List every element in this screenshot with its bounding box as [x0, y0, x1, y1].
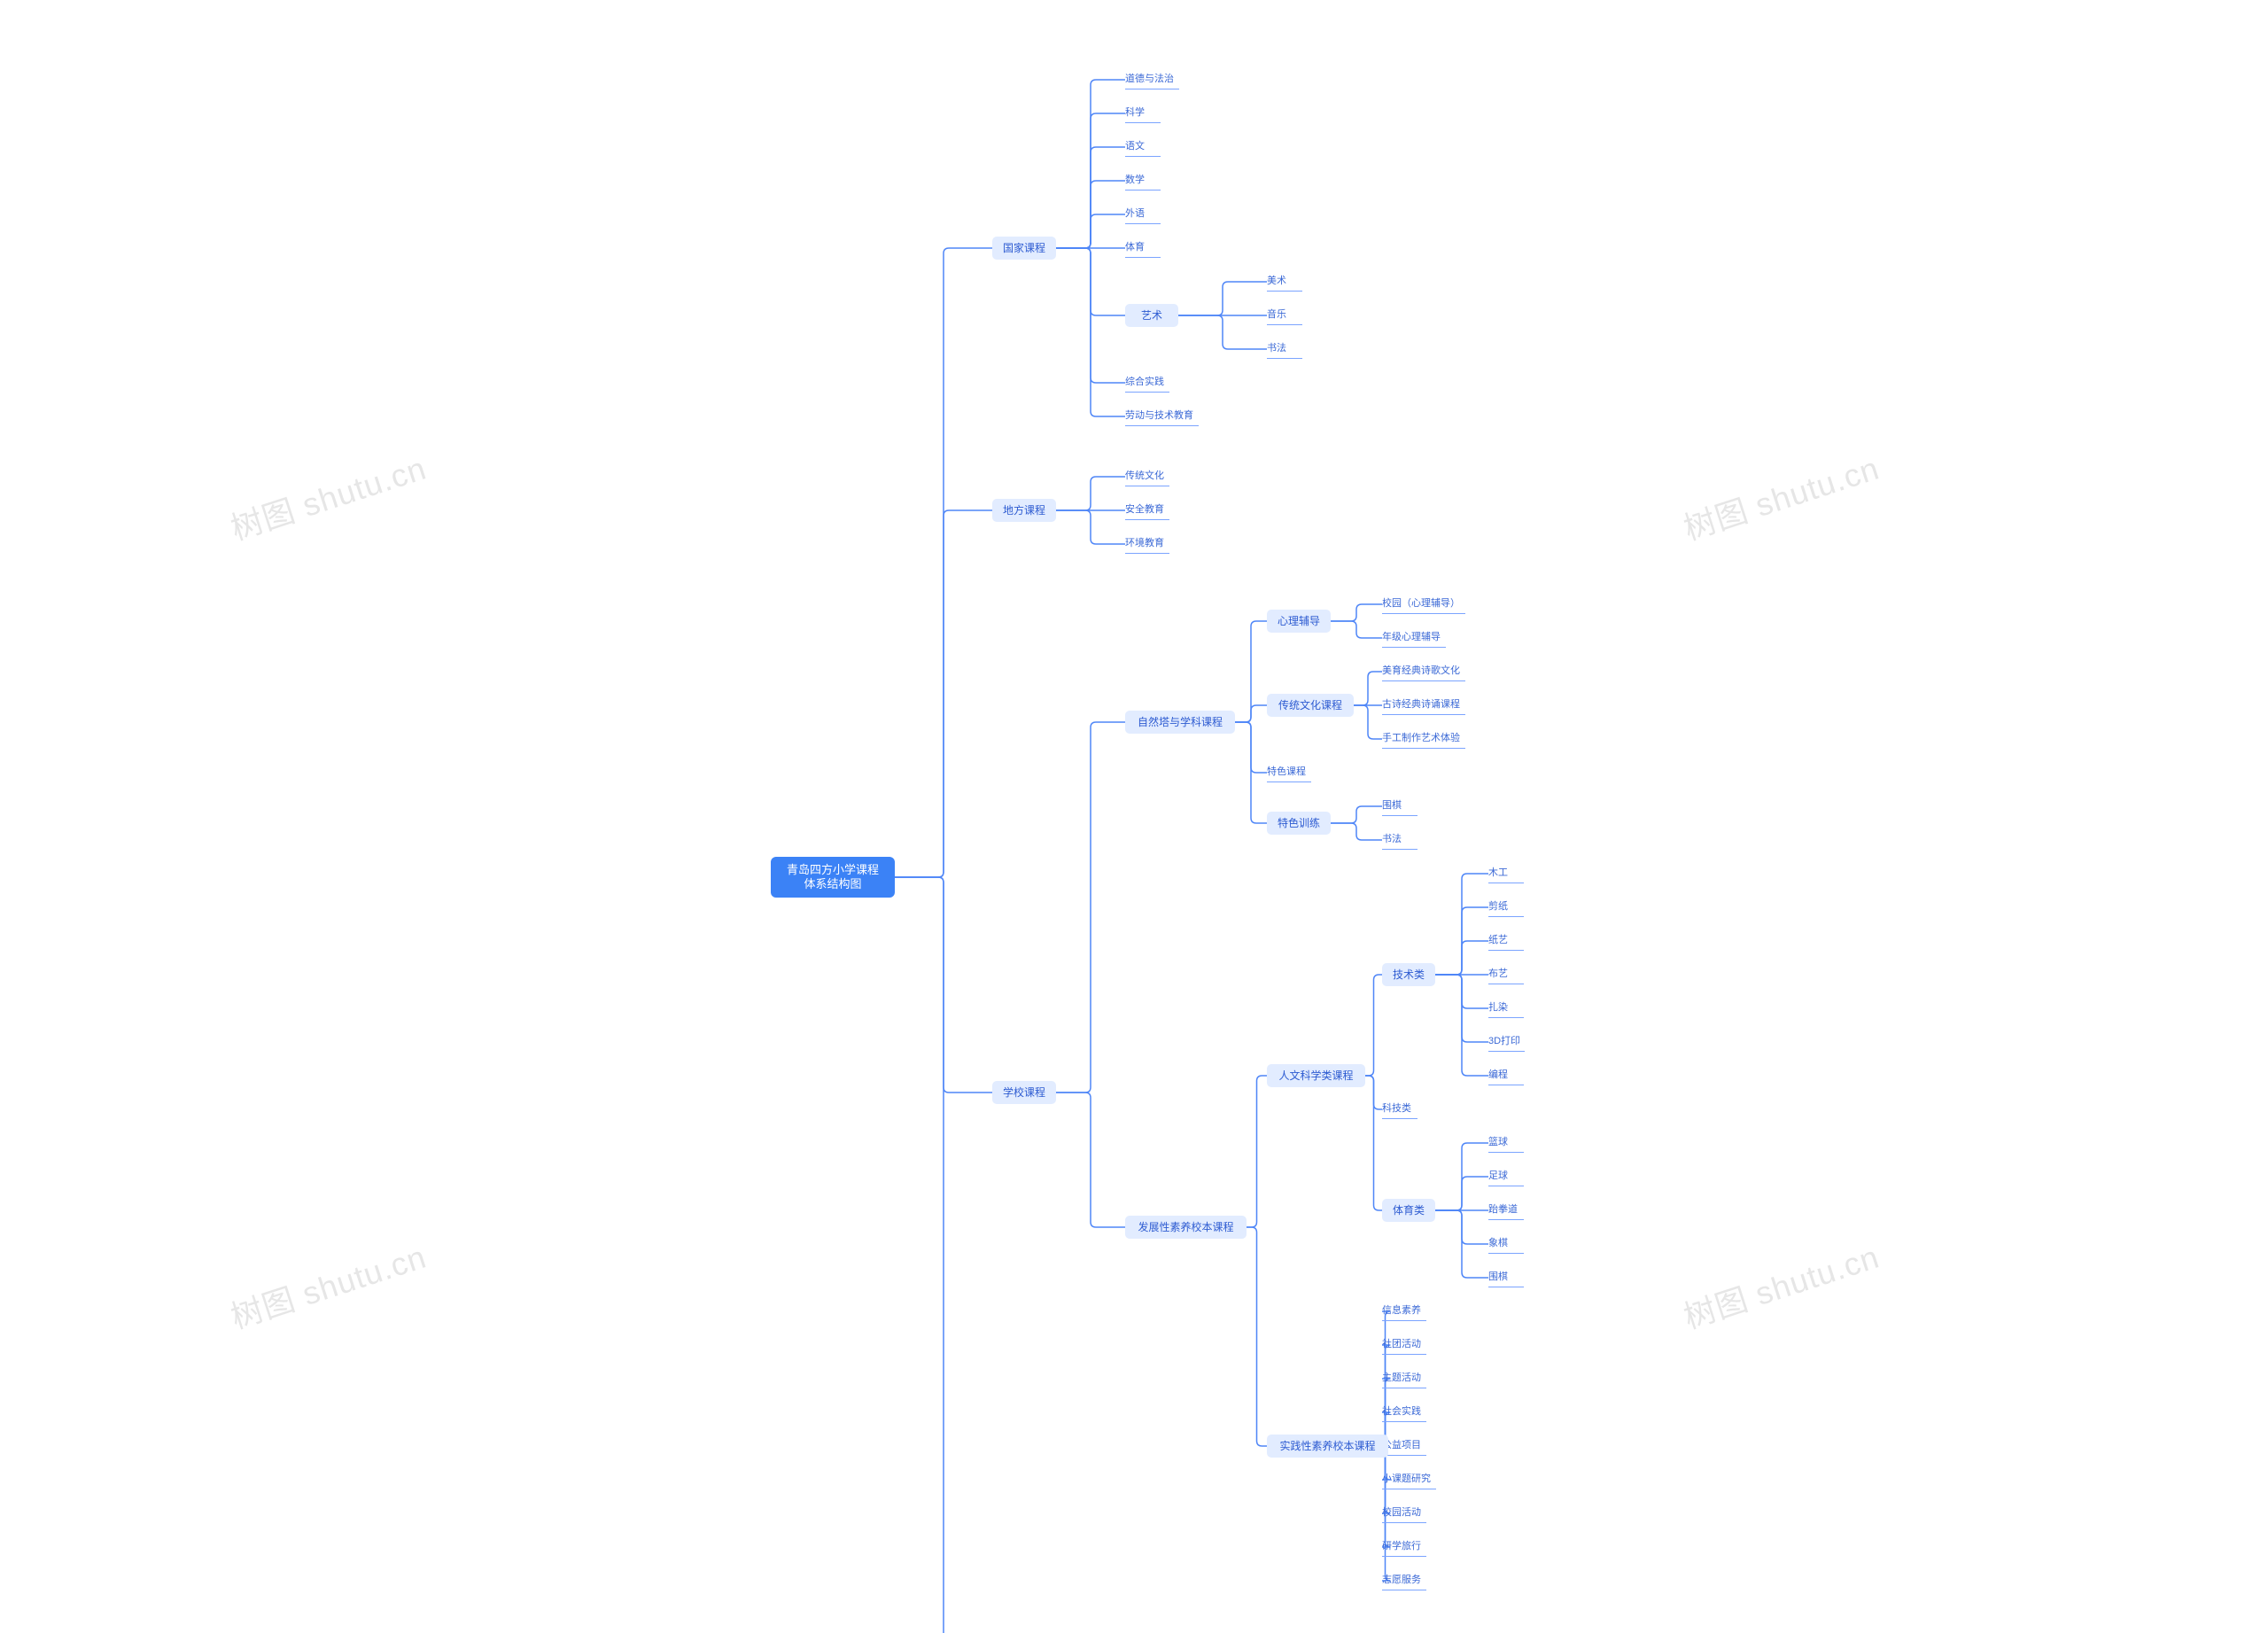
- node-b3c2b3: 主题活动: [1382, 1369, 1426, 1388]
- node-b3c2b9: 志愿服务: [1382, 1571, 1426, 1590]
- mindmap-canvas: 道德与法治科学语文数学外语体育美术音乐书法 艺术综合实践劳动与技术教育 国家课程传统…: [0, 0, 2268, 1633]
- node-b3c2a3x3: 跆拳道: [1488, 1201, 1524, 1220]
- node-b3c2a1: 技术类: [1382, 963, 1435, 986]
- node-b1c8: 综合实践: [1125, 373, 1169, 393]
- node-b3c2: 发展性素养校本课程: [1125, 1216, 1247, 1239]
- node-b3c2b4: 社会实践: [1382, 1403, 1426, 1422]
- node-b1c7: 艺术: [1125, 304, 1178, 327]
- node-b1: 国家课程: [992, 237, 1056, 260]
- node-b3c2b6: 小课题研究: [1382, 1470, 1436, 1489]
- node-b3c1b1: 美育经典诗歌文化: [1382, 662, 1465, 681]
- node-b3c1d: 特色训练: [1267, 812, 1331, 835]
- node-b3c2a3: 体育类: [1382, 1199, 1435, 1222]
- node-b2c2: 安全教育: [1125, 501, 1169, 520]
- node-b1c7b: 音乐: [1267, 306, 1302, 325]
- node-b1c4: 数学: [1125, 171, 1161, 191]
- node-b1c5: 外语: [1125, 205, 1161, 224]
- node-b3c2b7: 校园活动: [1382, 1504, 1426, 1523]
- node-b1c7c: 书法: [1267, 339, 1302, 359]
- node-b3c1: 自然塔与学科课程: [1125, 711, 1235, 734]
- node-b3c2b5: 公益项目: [1382, 1436, 1426, 1456]
- node-b3c2a3x2: 足球: [1488, 1167, 1524, 1186]
- node-b3c1d1: 围棋: [1382, 797, 1418, 816]
- node-b3c2b: 实践性素养校本课程: [1267, 1435, 1388, 1458]
- node-b3c1d2: 书法: [1382, 830, 1418, 850]
- node-b3c2b1: 信息素养: [1382, 1302, 1426, 1321]
- node-b3: 学校课程: [992, 1081, 1056, 1104]
- node-b2c3: 环境教育: [1125, 534, 1169, 554]
- node-b3c2a3x4: 象棋: [1488, 1234, 1524, 1254]
- node-b3c1a2: 年级心理辅导: [1382, 628, 1446, 648]
- node-b3c1c: 特色课程: [1267, 763, 1311, 782]
- node-b3c2a1x4: 布艺: [1488, 965, 1524, 984]
- node-b3c1a1: 校园（心理辅导）: [1382, 595, 1465, 614]
- node-b1c2: 科学: [1125, 104, 1161, 123]
- node-b2c1: 传统文化: [1125, 467, 1169, 486]
- node-b1c9: 劳动与技术教育: [1125, 407, 1199, 426]
- node-b3c1a: 心理辅导: [1267, 610, 1331, 633]
- node-b3c1b3: 手工制作艺术体验: [1382, 729, 1465, 749]
- node-b3c2a3x5: 围棋: [1488, 1268, 1524, 1287]
- node-b3c1b2: 古诗经典诗诵课程: [1382, 696, 1465, 715]
- node-root: 青岛四方小学课程体系结构图: [771, 857, 895, 898]
- node-b3c2a1x6: 3D打印: [1488, 1032, 1525, 1052]
- node-b1c1: 道德与法治: [1125, 70, 1179, 89]
- node-b3c2a2: 科技类: [1382, 1100, 1418, 1119]
- node-b3c2a1x1: 木工: [1488, 864, 1524, 883]
- node-b1c7a: 美术: [1267, 272, 1302, 292]
- node-b3c2b8: 研学旅行: [1382, 1537, 1426, 1557]
- node-b1c6: 体育: [1125, 238, 1161, 258]
- node-b3c2b2: 社团活动: [1382, 1335, 1426, 1355]
- node-b2: 地方课程: [992, 499, 1056, 522]
- node-b3c2a: 人文科学类课程: [1267, 1064, 1365, 1087]
- node-b3c2a1x3: 纸艺: [1488, 931, 1524, 951]
- node-b3c2a1x2: 剪纸: [1488, 898, 1524, 917]
- node-b3c2a1x7: 编程: [1488, 1066, 1524, 1085]
- node-b3c2a1x5: 扎染: [1488, 999, 1524, 1018]
- node-b1c3: 语文: [1125, 137, 1161, 157]
- node-b3c1b: 传统文化课程: [1267, 694, 1354, 717]
- node-b3c2a3x1: 篮球: [1488, 1133, 1524, 1153]
